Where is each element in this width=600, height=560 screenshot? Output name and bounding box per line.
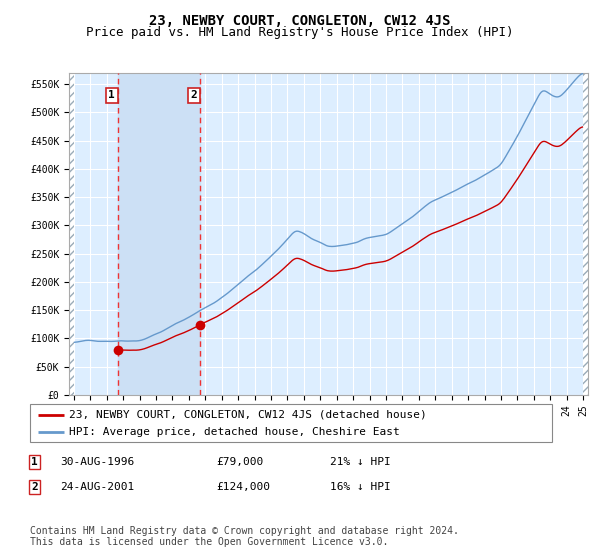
FancyBboxPatch shape [30, 404, 552, 442]
Text: Contains HM Land Registry data © Crown copyright and database right 2024.
This d: Contains HM Land Registry data © Crown c… [30, 526, 459, 547]
Text: 21% ↓ HPI: 21% ↓ HPI [330, 457, 391, 467]
Text: HPI: Average price, detached house, Cheshire East: HPI: Average price, detached house, Ches… [69, 427, 400, 437]
Text: 24-AUG-2001: 24-AUG-2001 [60, 482, 134, 492]
Text: 1: 1 [109, 90, 115, 100]
Text: 2: 2 [31, 482, 38, 492]
Text: 23, NEWBY COURT, CONGLETON, CW12 4JS: 23, NEWBY COURT, CONGLETON, CW12 4JS [149, 14, 451, 28]
Text: £124,000: £124,000 [216, 482, 270, 492]
Bar [583, 73, 588, 395]
Text: 2: 2 [190, 90, 197, 100]
Bar [69, 73, 74, 395]
Bar [118, 73, 200, 395]
Text: 30-AUG-1996: 30-AUG-1996 [60, 457, 134, 467]
Text: 23, NEWBY COURT, CONGLETON, CW12 4JS (detached house): 23, NEWBY COURT, CONGLETON, CW12 4JS (de… [69, 409, 427, 419]
Text: Price paid vs. HM Land Registry's House Price Index (HPI): Price paid vs. HM Land Registry's House … [86, 26, 514, 39]
Text: 1: 1 [31, 457, 38, 467]
Text: £79,000: £79,000 [216, 457, 263, 467]
Text: 16% ↓ HPI: 16% ↓ HPI [330, 482, 391, 492]
